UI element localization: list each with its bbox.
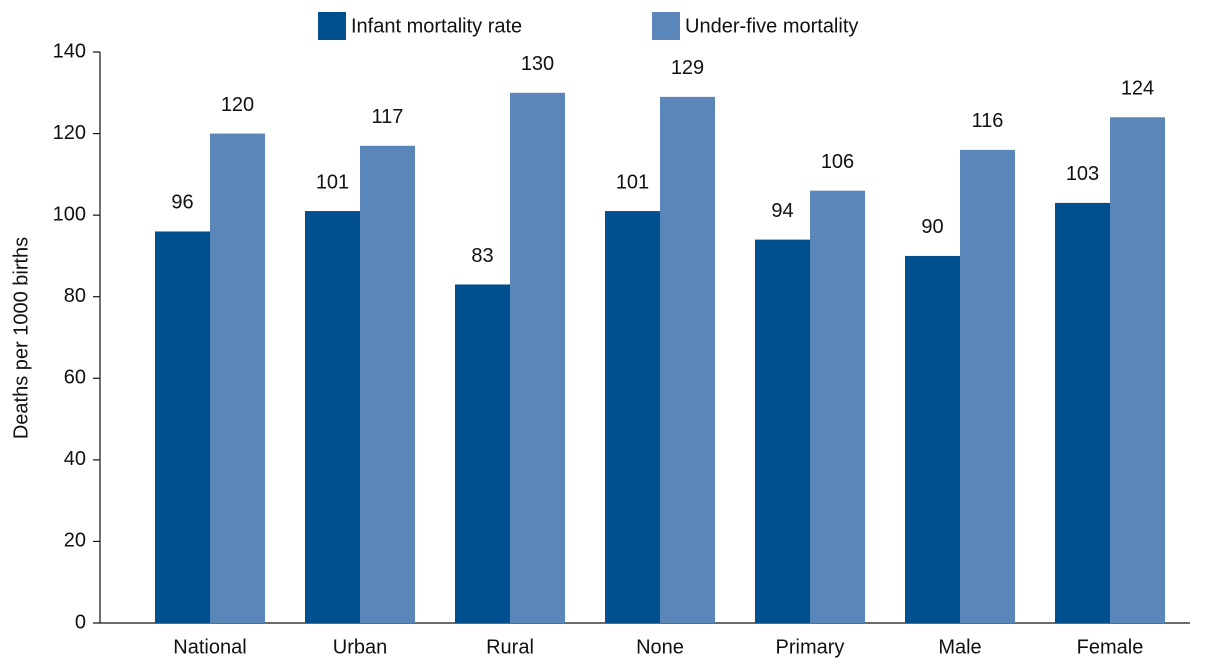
value-label: 124 xyxy=(1121,78,1154,100)
value-label: 117 xyxy=(372,106,404,128)
bar xyxy=(905,255,960,623)
x-tick-label: None xyxy=(636,636,684,658)
x-tick-label: Male xyxy=(938,636,981,658)
bar xyxy=(155,231,210,623)
x-tick-label: Urban xyxy=(333,636,387,658)
legend-swatch xyxy=(652,12,680,40)
value-label: 103 xyxy=(1066,163,1099,185)
value-label: 101 xyxy=(616,171,649,193)
legend-swatch xyxy=(318,12,346,40)
value-label: 96 xyxy=(171,192,193,214)
y-tick-label: 140 xyxy=(53,40,86,62)
y-tick-label: 0 xyxy=(75,611,86,633)
value-label: 120 xyxy=(221,94,254,116)
bar xyxy=(360,145,415,624)
y-tick-label: 120 xyxy=(53,122,86,144)
legend-label: Under-five mortality xyxy=(685,15,858,37)
bar xyxy=(755,239,810,623)
y-tick-label: 80 xyxy=(64,285,86,307)
y-tick-label: 60 xyxy=(64,367,86,389)
bar xyxy=(810,190,865,623)
bar xyxy=(455,284,510,623)
value-label: 101 xyxy=(316,171,349,193)
value-label: 129 xyxy=(671,57,704,79)
bar xyxy=(605,211,660,624)
y-tick-label: 100 xyxy=(53,203,86,225)
value-label: 130 xyxy=(521,53,554,75)
bar xyxy=(510,92,565,624)
y-tick-label: 20 xyxy=(64,530,86,552)
bar xyxy=(210,133,265,624)
value-label: 90 xyxy=(921,216,943,238)
value-label: 94 xyxy=(771,200,793,222)
bar xyxy=(305,211,360,624)
value-label: 116 xyxy=(972,110,1004,132)
x-tick-label: Female xyxy=(1077,636,1144,658)
y-tick-label: 40 xyxy=(64,448,86,470)
value-label: 106 xyxy=(821,151,854,173)
bar xyxy=(660,96,715,624)
bar xyxy=(1055,202,1110,623)
x-tick-label: Rural xyxy=(486,636,534,658)
y-axis-label: Deaths per 1000 births xyxy=(10,237,32,439)
value-label: 83 xyxy=(471,245,493,267)
x-tick-label: National xyxy=(173,636,246,658)
legend-label: Infant mortality rate xyxy=(351,15,522,37)
bar xyxy=(1110,117,1165,623)
x-tick-label: Primary xyxy=(776,636,845,658)
bar xyxy=(960,149,1015,623)
